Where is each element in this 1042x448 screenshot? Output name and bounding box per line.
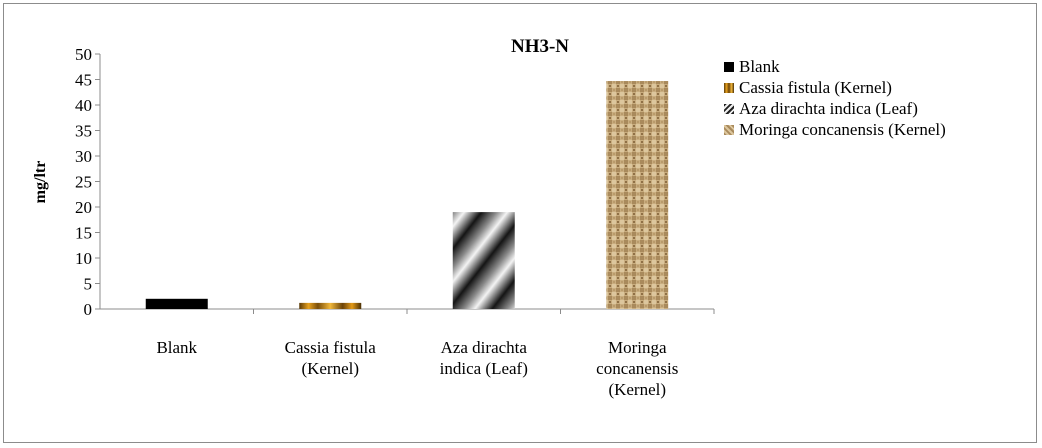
x-tick-label: (Kernel)	[301, 359, 359, 378]
bar	[145, 298, 208, 309]
chart-title: NH3-N	[511, 36, 569, 57]
y-tick-label: 20	[75, 198, 92, 217]
legend-label: Moringa concanensis (Kernel)	[739, 120, 946, 139]
y-tick-labels: 0 5 10 15 20 25 30 35 40 45 50	[75, 45, 92, 319]
legend-label: Aza dirachta indica (Leaf)	[739, 99, 918, 118]
y-tick-label: 0	[84, 300, 93, 319]
bar	[452, 212, 515, 309]
y-tick-label: 25	[75, 173, 92, 192]
bar	[606, 81, 669, 309]
y-tick-label: 40	[75, 96, 92, 115]
legend-swatch	[724, 83, 734, 93]
y-tick-label: 10	[75, 249, 92, 268]
y-tick-label: 35	[75, 122, 92, 141]
chart-frame	[3, 3, 1037, 443]
legend-swatch	[724, 104, 734, 114]
legend-swatch	[724, 62, 734, 72]
x-tick-label: concanensis	[596, 359, 678, 378]
x-tick-label: Blank	[156, 338, 197, 357]
x-tick-label: Aza dirachta	[441, 338, 528, 357]
bar	[299, 302, 362, 309]
y-tick-label: 50	[75, 45, 92, 64]
legend-label: Cassia fistula (Kernel)	[739, 78, 892, 97]
x-tick-labels: Blank Cassia fistula (Kernel) Aza dirachta i…	[156, 338, 678, 399]
x-tick-label: Moringa	[608, 338, 667, 357]
y-tick-label: 30	[75, 147, 92, 166]
bars	[145, 81, 669, 309]
legend-swatch	[724, 125, 734, 135]
y-tick-label: 45	[75, 71, 92, 90]
legend-label: Blank	[739, 57, 780, 76]
x-tick-label: (Kernel)	[608, 380, 666, 399]
x-tick-label: Cassia fistula	[285, 338, 377, 357]
x-tick-label: indica (Leaf)	[440, 359, 528, 378]
y-axis-label: mg/ltr	[32, 161, 49, 204]
y-tick-label: 5	[84, 275, 93, 294]
y-tick-label: 15	[75, 224, 92, 243]
